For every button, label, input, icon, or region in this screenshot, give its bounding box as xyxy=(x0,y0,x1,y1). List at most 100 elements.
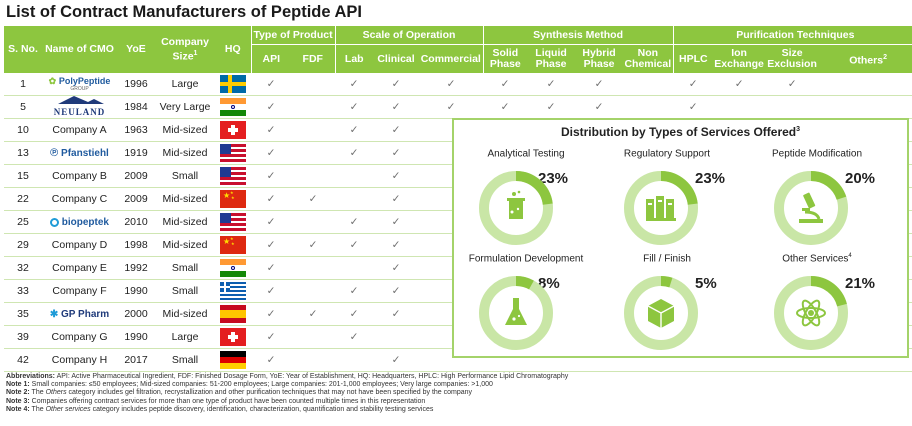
col-lab: Lab xyxy=(334,44,374,73)
flag-china-icon: ★ ★ ★ xyxy=(220,190,246,208)
cell-yoe: 1998 xyxy=(117,233,155,257)
check-icon: ✓ xyxy=(500,78,510,90)
cell-clinical: ✓ xyxy=(373,233,420,257)
flag-usa-icon xyxy=(220,213,246,231)
flag-india-icon xyxy=(220,259,246,277)
cell-fdf xyxy=(291,73,336,96)
cell-lab xyxy=(335,256,374,280)
check-icon: ✓ xyxy=(266,239,276,251)
cell-clinical: ✓ xyxy=(373,302,420,326)
cell-others xyxy=(819,73,912,96)
cell-sno: 15 xyxy=(4,164,42,188)
check-icon: ✓ xyxy=(349,331,359,343)
check-icon: ✓ xyxy=(546,78,556,90)
cell-yoe: 2017 xyxy=(117,348,155,372)
cell-yoe: 1990 xyxy=(117,325,155,349)
cell-lab: ✓ xyxy=(335,141,374,165)
logo-neuland: NEULAND xyxy=(54,96,106,118)
col-sno: S. No. xyxy=(4,26,42,73)
cell-api: ✓ xyxy=(251,73,291,96)
gauge-fill xyxy=(774,171,848,245)
check-icon: ✓ xyxy=(266,193,276,205)
service-label: Fill / Finish xyxy=(643,253,691,265)
cell-size: Small xyxy=(155,164,215,188)
service-label: Regulatory Support xyxy=(623,148,711,160)
cell-size: Large xyxy=(155,73,215,96)
service-label: Peptide Modification xyxy=(771,148,863,160)
cell-sno: 1 xyxy=(4,73,42,96)
cell-api: ✓ xyxy=(251,325,291,349)
check-icon: ✓ xyxy=(446,78,456,90)
cell-hq xyxy=(215,210,251,234)
cell-solid-phase: ✓ xyxy=(483,73,528,96)
cell-hybrid-phase: ✓ xyxy=(575,73,624,96)
service-percent: 21% xyxy=(845,275,876,292)
cell-lab xyxy=(335,164,374,188)
check-icon: ✓ xyxy=(391,124,401,136)
col-cmo: Name of CMO xyxy=(42,26,117,73)
check-icon: ✓ xyxy=(391,262,401,274)
check-icon: ✓ xyxy=(266,170,276,182)
cell-fdf xyxy=(291,210,336,234)
cell-cmo: NEULAND xyxy=(42,95,117,119)
donut-gauge xyxy=(774,276,848,350)
cell-api: ✓ xyxy=(251,164,291,188)
cell-size: Small xyxy=(155,348,215,372)
cell-ion-exchange: ✓ xyxy=(713,73,766,96)
cell-cmo: Company H xyxy=(42,348,117,372)
cell-sno: 42 xyxy=(4,348,42,372)
check-icon: ✓ xyxy=(266,285,276,297)
col-yoe: YoE xyxy=(117,26,155,73)
table-row: 5 NEULAND 1984 Very Large ✓ ✓ ✓ ✓ ✓ ✓ ✓ ✓ xyxy=(4,95,912,119)
cell-cmo: Company C xyxy=(42,187,117,211)
cell-size: Mid-sized xyxy=(155,233,215,257)
cell-fdf xyxy=(291,95,336,119)
col-ion-exchange: Ion Exchange xyxy=(713,44,766,73)
flag-china-icon: ★ ★ ★ xyxy=(220,236,246,254)
cell-fdf xyxy=(291,279,336,303)
cell-hq xyxy=(215,302,251,326)
check-icon: ✓ xyxy=(349,78,359,90)
logo-biopeptek: biopeptek xyxy=(49,217,109,228)
cell-yoe: 1963 xyxy=(117,118,155,142)
cell-ion-exchange xyxy=(713,95,766,119)
cell-hq xyxy=(215,256,251,280)
panel-title: Distribution by Types of Services Offere… xyxy=(560,125,801,139)
col-solid-phase: Solid Phase xyxy=(482,44,528,73)
group-synthesis-method: Synthesis Method xyxy=(482,26,674,45)
cell-hq: ★ ★ ★ xyxy=(215,233,251,257)
microscope-icon xyxy=(799,192,823,223)
note-4: Note 4: The Other services category incl… xyxy=(6,405,434,413)
cell-api: ✓ xyxy=(251,348,291,372)
page-title: List of Contract Manufacturers of Peptid… xyxy=(6,3,363,21)
group-type-of-product: Type of Product xyxy=(250,26,336,45)
cell-cmo: ℗ Pfanstiehl xyxy=(42,141,117,165)
note-1: Note 1: Small companies: ≤50 employees; … xyxy=(6,381,493,389)
check-icon: ✓ xyxy=(446,101,456,113)
service-percent: 23% xyxy=(695,170,726,187)
cell-sno: 32 xyxy=(4,256,42,280)
cell-solid-phase: ✓ xyxy=(483,95,528,119)
cell-cmo: ✿ PolyPeptide GROUP xyxy=(42,73,117,96)
service-label: Formulation Development xyxy=(468,253,584,265)
cell-hybrid-phase: ✓ xyxy=(575,95,624,119)
col-non-chemical: Non Chemical xyxy=(623,44,674,73)
col-commercial: Commercial xyxy=(419,44,484,73)
cell-size: Small xyxy=(155,279,215,303)
cell-lab: ✓ xyxy=(335,95,374,119)
check-icon: ✓ xyxy=(266,308,276,320)
cell-api: ✓ xyxy=(251,210,291,234)
cell-cmo: Company B xyxy=(42,164,117,188)
cell-fdf xyxy=(291,348,336,372)
cell-size: Large xyxy=(155,325,215,349)
cell-hq xyxy=(215,164,251,188)
col-hq: HQ xyxy=(215,26,251,73)
cell-api: ✓ xyxy=(251,279,291,303)
check-icon: ✓ xyxy=(500,101,510,113)
donut-gauge xyxy=(624,171,698,245)
cell-fdf xyxy=(291,325,336,349)
cell-others xyxy=(819,95,912,119)
check-icon: ✓ xyxy=(546,101,556,113)
service-analytical-testing: Analytical Testing 23% xyxy=(454,148,594,248)
col-clinical: Clinical xyxy=(373,44,420,73)
